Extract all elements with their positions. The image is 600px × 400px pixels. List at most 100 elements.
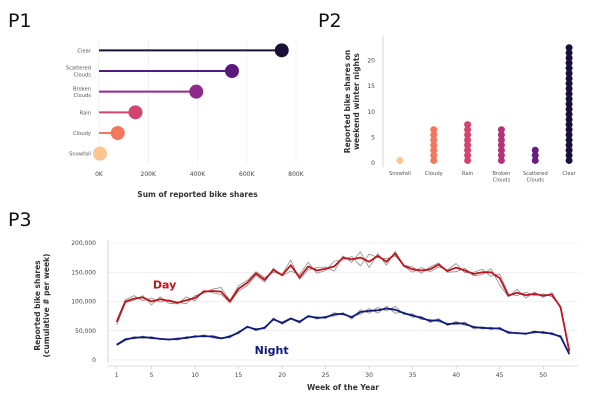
p3-annotation-day: Day: [153, 279, 176, 292]
p1-x-tick-label: 400K: [190, 171, 206, 178]
p2-dot: [565, 100, 573, 108]
p1-x-tick-label: 600K: [239, 171, 255, 178]
p3-x-axis-title: Week of the Year: [307, 383, 379, 392]
p1-x-tick-label: 200K: [141, 171, 157, 178]
p2-dot: [565, 64, 573, 72]
p3-y-tick-label: 0: [92, 357, 96, 364]
p2-dot: [430, 136, 438, 144]
p2-dot: [430, 131, 438, 139]
p2-dot: [464, 126, 472, 134]
p1-dot: [110, 126, 125, 140]
p2-dot: [464, 141, 472, 149]
p2-dot: [565, 115, 573, 123]
p2-y-tick-label: 15: [367, 83, 375, 90]
p1-category-label: Broken Clouds: [73, 86, 91, 99]
p3-y-tick-label: 150,000: [71, 269, 96, 276]
panel-label-p2: P2: [318, 10, 342, 32]
p3-x-tick-label: 20: [278, 372, 286, 379]
p2-dot: [565, 80, 573, 88]
p2-dot: [531, 146, 539, 154]
p2-dot: [464, 121, 472, 129]
p3-series-day: [115, 252, 571, 352]
p2-dot: [464, 131, 472, 139]
p2-dot: [565, 156, 573, 164]
p1-category-label: Snowfall: [69, 152, 91, 158]
p2-category-label: Clear: [562, 171, 576, 177]
p2-dot: [430, 151, 438, 159]
p1-category-label: Cloudy: [73, 131, 91, 137]
p1-dot: [128, 105, 143, 120]
p2-dot: [531, 151, 539, 159]
p2-dot: [531, 156, 539, 164]
p2-dot: [565, 121, 573, 129]
p2-y-tick-label: 0: [371, 160, 375, 167]
p2-dot: [430, 126, 438, 134]
p2-dot: [565, 110, 573, 118]
p2-dot: [497, 141, 505, 149]
p3-x-tick-label: 10: [191, 372, 199, 379]
p2-dot: [565, 44, 573, 52]
p2-category-label: Cloudy: [425, 171, 443, 177]
p2-dot: [565, 136, 573, 144]
p2-dot: [565, 141, 573, 149]
p2-y-axis-title: Reported bike shares onweekend winter ni…: [343, 50, 361, 153]
p3-x-tick-label: 30: [365, 372, 373, 379]
p2-category-label: Snowfall: [389, 171, 411, 177]
p1-x-axis-title: Sum of reported bike shares: [137, 190, 258, 199]
p2-dot: [497, 131, 505, 139]
p3-x-tick-label: 40: [452, 372, 460, 379]
p1-dot: [224, 64, 239, 78]
p2-category-label: Scattered Clouds: [523, 171, 548, 184]
p2-dot: [565, 49, 573, 57]
p2-dot: [464, 156, 472, 164]
p3-y-axis-title: Reported bike shares(cumulative # per we…: [33, 254, 51, 358]
p3-series-night: [116, 307, 571, 355]
p3-x-tick-label: 50: [539, 372, 547, 379]
p3-x-tick-label: 25: [322, 372, 330, 379]
p1-dot: [189, 84, 204, 99]
p2-y-tick-label: 10: [367, 109, 375, 116]
p2-y-tick-label: 20: [367, 58, 375, 65]
p2-dot: [464, 146, 472, 154]
p2-dot: [497, 146, 505, 154]
p1-category-label: Rain: [80, 110, 91, 116]
p3-y-tick-label: 100,000: [71, 299, 96, 306]
p2-dot: [565, 105, 573, 113]
p2-dot: [430, 146, 438, 154]
p2-dot: [497, 156, 505, 164]
p3-x-tick-label: 45: [496, 372, 504, 379]
p3-x-tick-label: 1: [115, 372, 119, 379]
p3-x-tick-label: 15: [235, 372, 243, 379]
p1-x-tick-label: 0K: [95, 171, 104, 178]
p1-category-label: Clear: [77, 48, 91, 54]
p2-category-label: Broken Clouds: [492, 171, 510, 184]
panel-label-p3: P3: [8, 209, 32, 231]
chart-p2: 0 5 10 15 20 Snowfall Cloudy Rain Broken Clouds Sc…: [343, 36, 577, 184]
p3-y-tick-label: 200,000: [71, 240, 96, 247]
p2-dot: [430, 156, 438, 164]
p2-dot: [565, 69, 573, 77]
p2-dot: [565, 146, 573, 154]
p2-dot: [565, 59, 573, 67]
p2-dot: [497, 126, 505, 134]
p2-dot: [565, 90, 573, 98]
p1-dot: [274, 43, 289, 58]
p2-dot: [565, 151, 573, 159]
p1-x-tick-label: 800K: [288, 171, 304, 178]
p2-dot: [565, 126, 573, 134]
p2-dot: [396, 156, 404, 164]
p1-dot: [92, 146, 107, 161]
p2-y-tick-label: 5: [371, 134, 375, 141]
chart-p1: 0K 200K 400K 600K 800K Clear Scattered Clouds Br…: [66, 40, 305, 199]
p1-category-label: Scattered Clouds: [66, 66, 91, 79]
p2-dot: [497, 136, 505, 144]
p2-dot: [464, 151, 472, 159]
p2-dot: [565, 54, 573, 62]
p2-dot: [430, 141, 438, 149]
p3-x-tick-label: 35: [409, 372, 417, 379]
p2-dot: [565, 74, 573, 82]
p2-dot: [497, 151, 505, 159]
p3-annotation-night: Night: [255, 344, 289, 357]
